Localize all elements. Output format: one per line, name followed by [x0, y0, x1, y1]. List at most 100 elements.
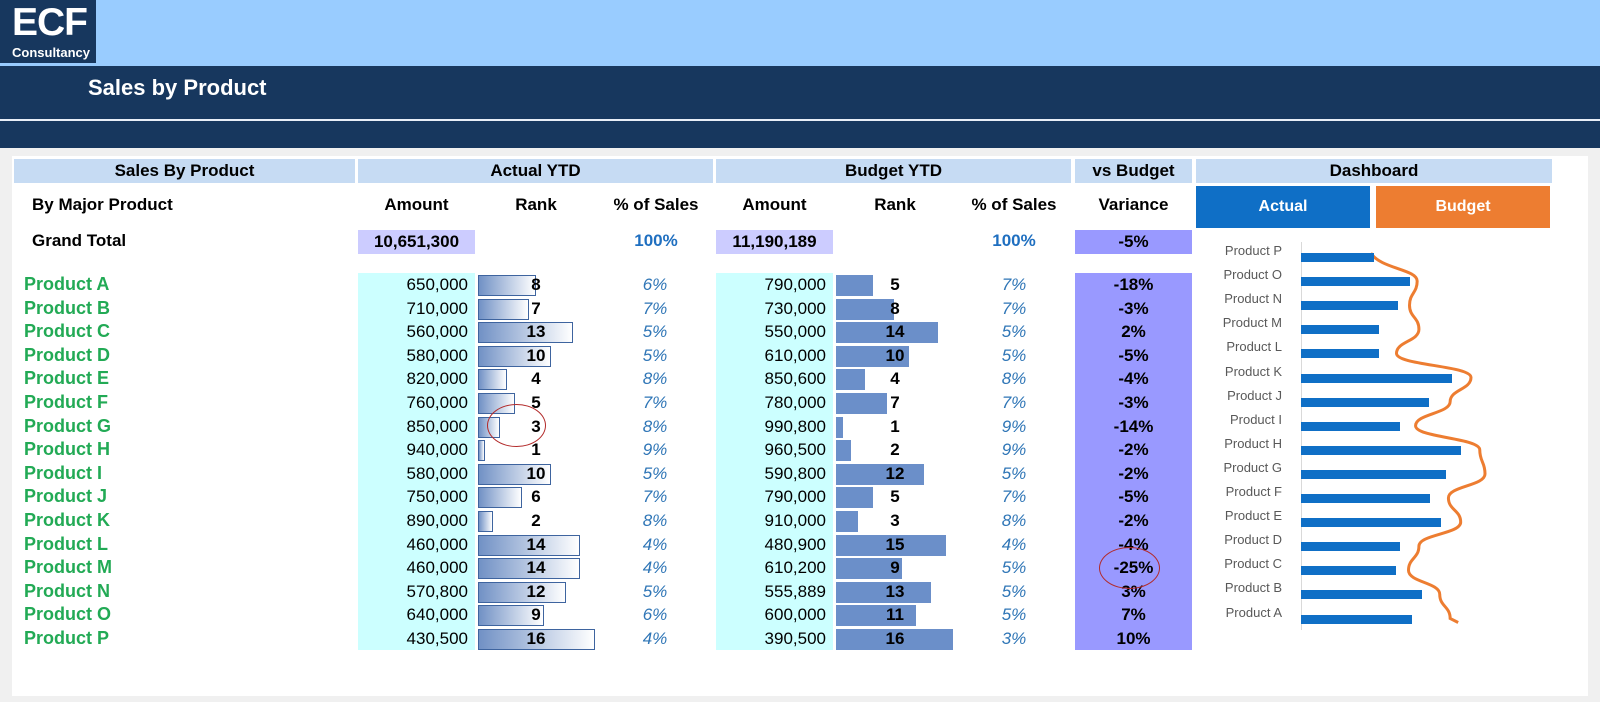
actual-pct: 7%	[642, 298, 668, 318]
table-row: Product I 580,000 10 5% 590,800 12 5% -2%	[0, 462, 1600, 486]
actual-rank-bar	[478, 581, 566, 603]
budget-rank: 8	[890, 298, 900, 318]
actual-rank-bar	[478, 511, 493, 532]
actual-rank: 1	[531, 440, 541, 460]
budget-rank-bar	[836, 463, 924, 485]
variance-value: -2%	[1118, 511, 1149, 530]
actual-rank: 13	[526, 322, 546, 342]
product-name: Product A	[24, 274, 110, 294]
logo-text: ECF	[12, 1, 88, 44]
band-actual-ytd: Actual YTD	[358, 159, 713, 183]
header-banner	[0, 0, 1600, 66]
actual-rank-bar	[478, 534, 581, 556]
product-name: Product L	[24, 533, 108, 554]
table-row: Product J 750,000 6 7% 790,000 5 7% -5%	[0, 485, 1600, 509]
budget-rank: 13	[885, 581, 905, 601]
table-row: Product N 570,800 12 5% 555,889 13 5% 3%	[0, 580, 1600, 604]
budget-rank-bar	[836, 322, 939, 344]
dashboard-chart: Product P Product O Product N Product M Prod…	[1196, 240, 1556, 635]
band-sales-by-product: Sales By Product	[14, 159, 355, 183]
budget-pct: 7%	[1001, 275, 1027, 294]
budget-pct: 5%	[1001, 345, 1027, 365]
actual-rank-bar	[478, 440, 486, 462]
actual-pct: 5%	[642, 463, 668, 483]
actual-amount: 640,000	[406, 605, 468, 625]
actual-rank: 5	[531, 393, 541, 412]
chart-bar	[1301, 590, 1422, 600]
chart-category-label: Product H	[1224, 435, 1282, 451]
budget-rank-bar	[836, 298, 895, 320]
actual-rank: 16	[526, 629, 546, 648]
budget-pct: 7%	[1001, 487, 1027, 507]
actual-amount: 460,000	[406, 534, 468, 554]
highlight-circle-rank	[487, 404, 546, 447]
actual-rank-bar	[478, 298, 530, 320]
actual-amount: 430,500	[406, 629, 468, 648]
actual-rank-bar	[478, 369, 508, 391]
actual-amount-column	[358, 273, 475, 650]
product-name: Product P	[24, 628, 110, 648]
variance-value: -14%	[1113, 416, 1154, 436]
actual-pct: 4%	[642, 534, 668, 554]
budget-rank: 10	[885, 345, 905, 365]
budget-pct: 5%	[1001, 463, 1027, 483]
actual-pct: 5%	[642, 581, 668, 601]
product-name: Product H	[24, 439, 111, 460]
budget-rank: 7	[890, 393, 900, 412]
budget-amount: 610,200	[764, 558, 826, 578]
col-actual-amount: Amount	[384, 195, 449, 214]
band-dashboard: Dashboard	[1196, 159, 1552, 183]
chart-category-label: Product O	[1223, 267, 1282, 283]
chart-bar	[1301, 421, 1400, 431]
budget-rank-bar	[836, 369, 866, 391]
actual-rank: 12	[526, 581, 546, 601]
variance-value: -4%	[1118, 369, 1149, 389]
actual-amount: 580,000	[406, 345, 468, 365]
chart-category-label: Product K	[1224, 363, 1282, 379]
budget-rank: 1	[890, 416, 900, 436]
budget-amount: 960,500	[764, 440, 826, 460]
table-row: Product B 710,000 7 7% 730,000 8 7% -3%	[0, 297, 1600, 321]
chart-category-label: Product L	[1226, 339, 1282, 355]
actual-rank-bar	[478, 275, 537, 296]
chart-bar	[1301, 277, 1410, 287]
title-divider	[0, 119, 1600, 121]
grand-total-label: Grand Total	[32, 231, 127, 250]
budget-pct: 3%	[1001, 629, 1027, 648]
variance-value: -3%	[1118, 298, 1149, 318]
actual-pct: 6%	[642, 275, 668, 294]
actual-pct: 6%	[642, 605, 668, 625]
actual-pct: 5%	[642, 322, 668, 342]
budget-button[interactable]: Budget	[1376, 186, 1550, 228]
budget-rank-bar	[836, 558, 902, 580]
chart-bar	[1301, 469, 1446, 479]
actual-pct: 8%	[642, 511, 668, 530]
budget-rank-bar	[836, 416, 844, 438]
grand-total-actual-pct: 100%	[634, 231, 678, 250]
actual-button[interactable]: Actual	[1196, 186, 1370, 228]
actual-rank-bar	[478, 463, 551, 485]
budget-rank-bar	[836, 581, 931, 603]
actual-rank-bar	[478, 487, 522, 509]
budget-pct: 5%	[1001, 581, 1027, 601]
budget-rank-bar	[836, 275, 873, 296]
budget-amount: 780,000	[764, 393, 826, 412]
chart-category-label: Product D	[1224, 532, 1282, 548]
product-name: Product B	[24, 297, 111, 318]
chart-bar	[1301, 301, 1399, 311]
variance-value: -5%	[1118, 345, 1149, 365]
budget-amount-column	[716, 273, 833, 650]
budget-rank: 4	[890, 369, 900, 389]
col-variance: Variance	[1098, 195, 1169, 214]
product-name: Product C	[24, 321, 111, 342]
budget-pct: 8%	[1001, 511, 1027, 530]
table-row: Product F 760,000 5 7% 780,000 7 7% -3%	[0, 391, 1600, 415]
actual-rank-bar	[478, 322, 573, 344]
actual-rank: 8	[531, 275, 541, 294]
chart-bar	[1301, 253, 1375, 262]
variance-value: -2%	[1118, 440, 1149, 460]
table-row: Product P 430,500 16 4% 390,500 16 3% 10%	[0, 627, 1600, 651]
variance-value: 10%	[1116, 629, 1151, 648]
chart-bar	[1301, 325, 1380, 335]
budget-rank: 3	[890, 511, 900, 530]
